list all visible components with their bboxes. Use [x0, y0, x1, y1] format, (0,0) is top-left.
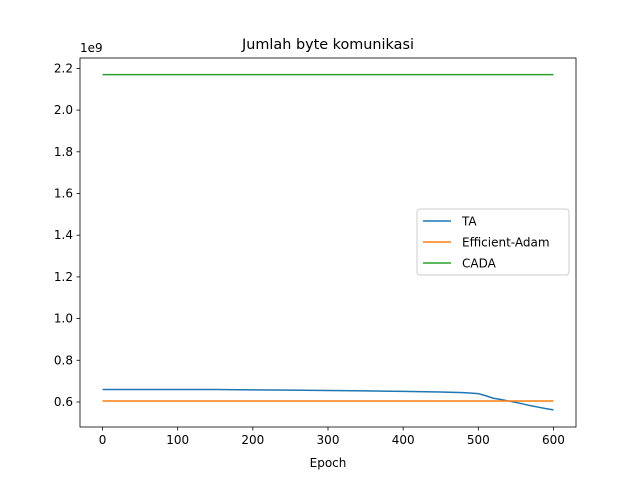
x-axis-ticks: 0 100 200 300 400 500 600: [99, 427, 565, 447]
y-tick-label-6: 1.8: [54, 145, 73, 159]
legend-label-0: TA: [461, 215, 477, 229]
x-tick-label-1: 100: [166, 433, 189, 447]
legend-label-2: CADA: [462, 257, 497, 271]
x-tick-label-5: 500: [467, 433, 490, 447]
plot-frame: [79, 57, 577, 428]
x-tick-label-3: 300: [317, 433, 340, 447]
legend-box: [416, 208, 570, 276]
legend: TA Efficient-Adam CADA: [416, 208, 570, 276]
y-tick-label-2: 1.0: [54, 312, 73, 326]
plot-lines: [102, 73, 554, 411]
y-tick-label-4: 1.4: [54, 228, 73, 242]
y-tick-label-1: 0.8: [54, 353, 73, 367]
y-tick-label-8: 2.2: [54, 61, 73, 75]
y-tick-label-0: 0.6: [54, 395, 73, 409]
x-tick-label-6: 600: [542, 433, 565, 447]
x-tick-label-0: 0: [99, 433, 107, 447]
legend-label-1: Efficient-Adam: [462, 236, 550, 250]
x-axis-label: Epoch: [310, 456, 347, 470]
y-tick-label-7: 2.0: [54, 103, 73, 117]
y-axis-ticks: 0.6 0.8 1.0 1.2 1.4 1.6 1.8 2.0 2.2: [54, 61, 80, 409]
x-tick-label-4: 400: [392, 433, 415, 447]
y-offset-label: 1e9: [80, 41, 103, 55]
y-tick-label-5: 1.6: [54, 187, 73, 201]
x-tick-label-2: 200: [241, 433, 264, 447]
chart-title: Jumlah byte komunikasi: [241, 37, 414, 53]
series-line-0: [102, 388, 554, 411]
y-tick-label-3: 1.2: [54, 270, 73, 284]
